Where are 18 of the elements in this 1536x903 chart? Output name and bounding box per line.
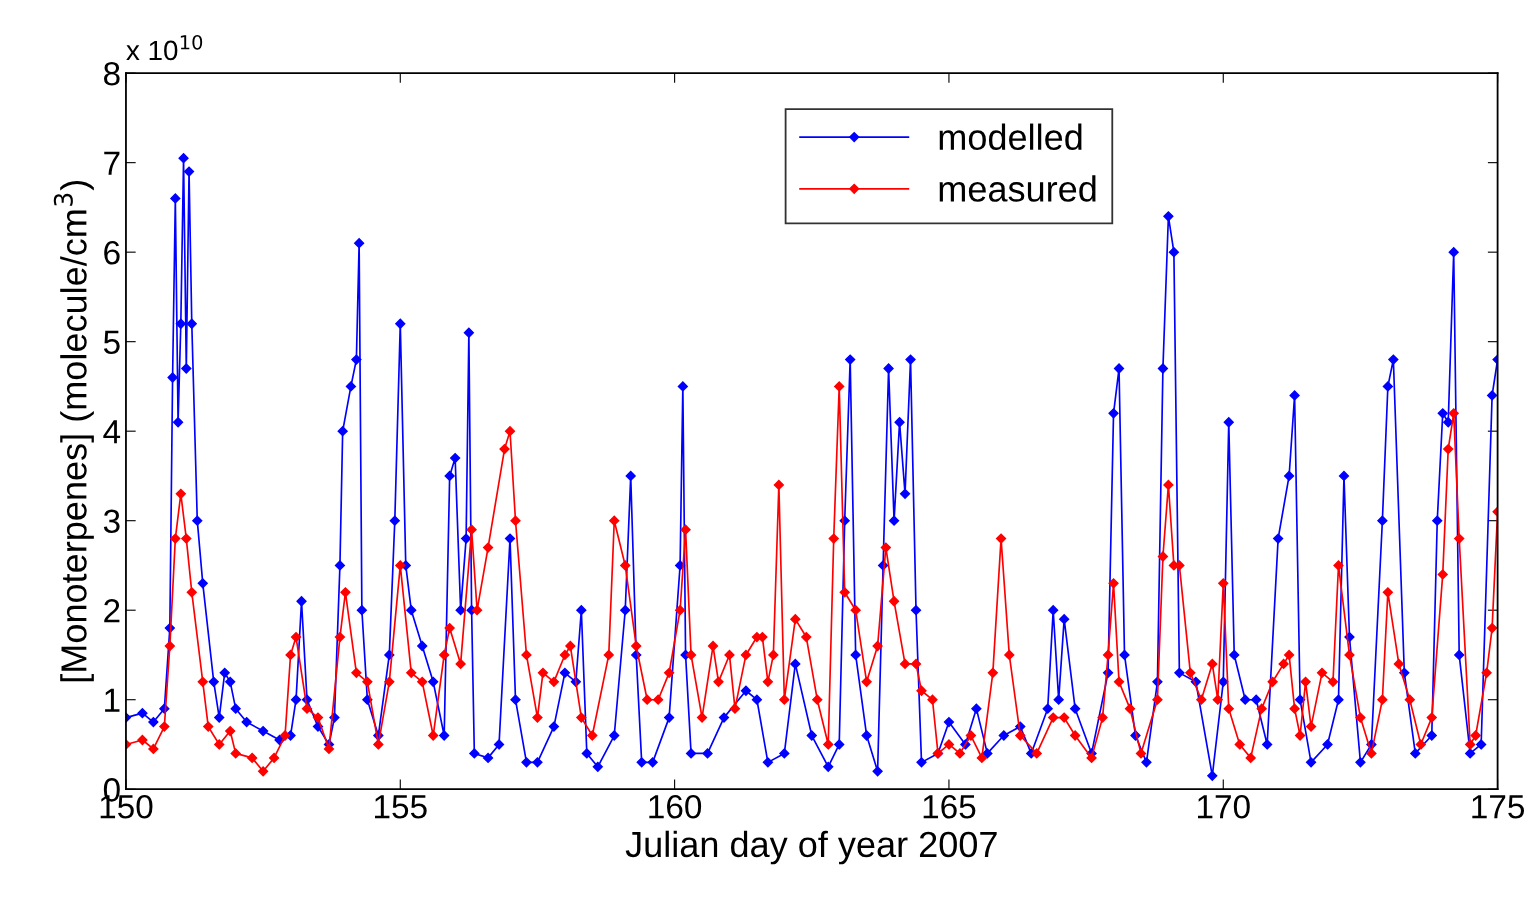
y-tick-label: 1 xyxy=(105,688,120,712)
y-tick-label: 2 xyxy=(104,599,120,623)
y-axis-title: [Monoterpenes] (molecule/cm$^{3}$) xyxy=(53,180,94,682)
y-tick-label: 8 xyxy=(104,61,120,86)
x-tick-label: 170 xyxy=(1198,794,1250,819)
y-tick-label: 7 xyxy=(104,151,120,175)
y-tick-label: 3 xyxy=(103,509,120,534)
x-axis-title: Julian day of year 2007 xyxy=(625,830,997,865)
text: x 10$^{10}$ xyxy=(126,34,203,61)
x-tick-label: 160 xyxy=(649,794,702,819)
x-tick-label: 175 xyxy=(1472,795,1525,819)
x-tick-label: 165 xyxy=(923,794,976,819)
y-tick-label: 4 xyxy=(103,420,121,444)
y-tick-label: 5 xyxy=(103,330,120,355)
legend-label: modelled xyxy=(939,123,1082,151)
legend-label: measured xyxy=(939,175,1096,202)
x-tick-label: 155 xyxy=(375,795,427,819)
y-tick-label: 6 xyxy=(104,240,120,265)
